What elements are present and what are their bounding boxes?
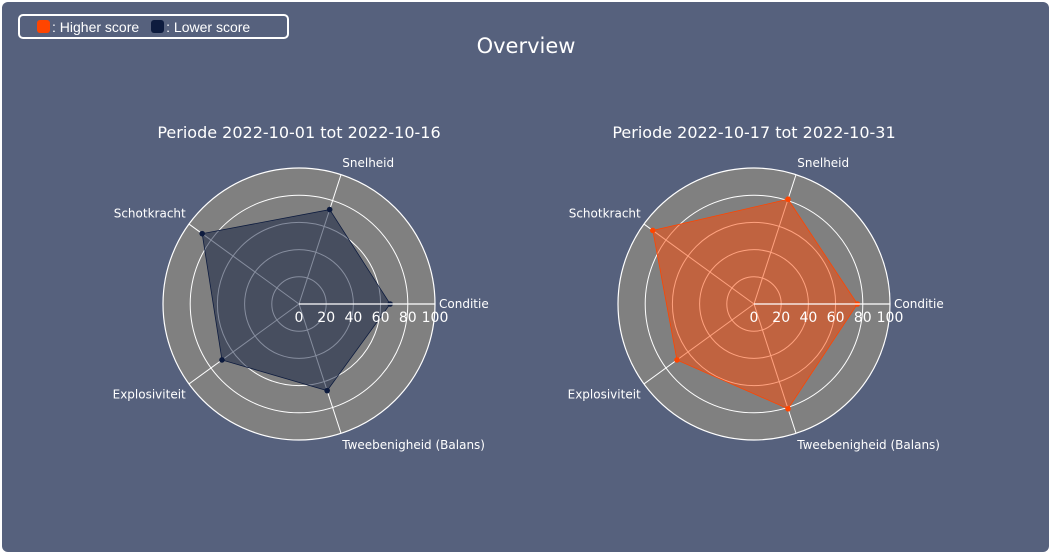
category-label: Schotkracht xyxy=(114,207,186,221)
data-point xyxy=(326,206,333,213)
category-label: Schotkracht xyxy=(569,207,641,221)
legend-item-lower[interactable]: : Lower score xyxy=(151,19,250,35)
subplot-title: Periode 2022-10-01 tot 2022-10-16 xyxy=(157,123,440,142)
legend-swatch-lower xyxy=(151,20,165,33)
radial-tick-label: 40 xyxy=(344,310,362,326)
radial-tick-label: 20 xyxy=(772,310,790,326)
category-label: Tweebenigheid (Balans) xyxy=(796,438,940,452)
radial-tick-label: 0 xyxy=(295,310,304,326)
legend: : Higher score : Lower score xyxy=(18,14,289,39)
radial-tick-label: 60 xyxy=(827,310,845,326)
category-label: Snelheid xyxy=(797,156,849,170)
radar-chart-1: Periode 2022-10-01 tot 2022-10-16 0 20 40 60… xyxy=(113,123,489,452)
chart-title: Overview xyxy=(476,34,576,58)
data-area xyxy=(201,209,391,392)
data-point xyxy=(219,357,225,363)
data-point xyxy=(199,230,205,237)
subplot-title: Periode 2022-10-17 tot 2022-10-31 xyxy=(612,123,895,142)
data-point xyxy=(674,357,680,363)
category-label: Conditie xyxy=(894,297,944,311)
category-label: Explosiviteit xyxy=(113,387,186,401)
data-point xyxy=(785,405,791,412)
legend-label-higher: : Higher score xyxy=(52,18,140,35)
data-point xyxy=(324,387,330,394)
radial-tick-label: 80 xyxy=(854,310,872,326)
data-point xyxy=(649,227,656,234)
radial-tick-label: 40 xyxy=(799,310,817,326)
radial-tick-label: 0 xyxy=(750,310,759,326)
category-label: Explosiviteit xyxy=(568,387,641,401)
legend-item-higher[interactable]: : Higher score xyxy=(37,19,139,35)
legend-label-lower: : Lower score xyxy=(166,18,251,35)
radial-tick-label: 60 xyxy=(372,310,390,326)
category-label: Snelheid xyxy=(342,156,394,170)
legend-swatch-higher xyxy=(37,20,50,33)
radial-tick-label: 20 xyxy=(317,310,335,326)
data-point xyxy=(785,196,791,203)
radial-tick-label: 80 xyxy=(399,310,417,326)
category-label: Tweebenigheid (Balans) xyxy=(341,438,485,452)
category-label: Conditie xyxy=(439,297,489,311)
radial-tick-label: 100 xyxy=(422,310,449,326)
radar-chart-2: Periode 2022-10-17 tot 2022-10-31 0 20 40 60… xyxy=(568,123,944,452)
radial-tick-label: 100 xyxy=(877,310,904,326)
